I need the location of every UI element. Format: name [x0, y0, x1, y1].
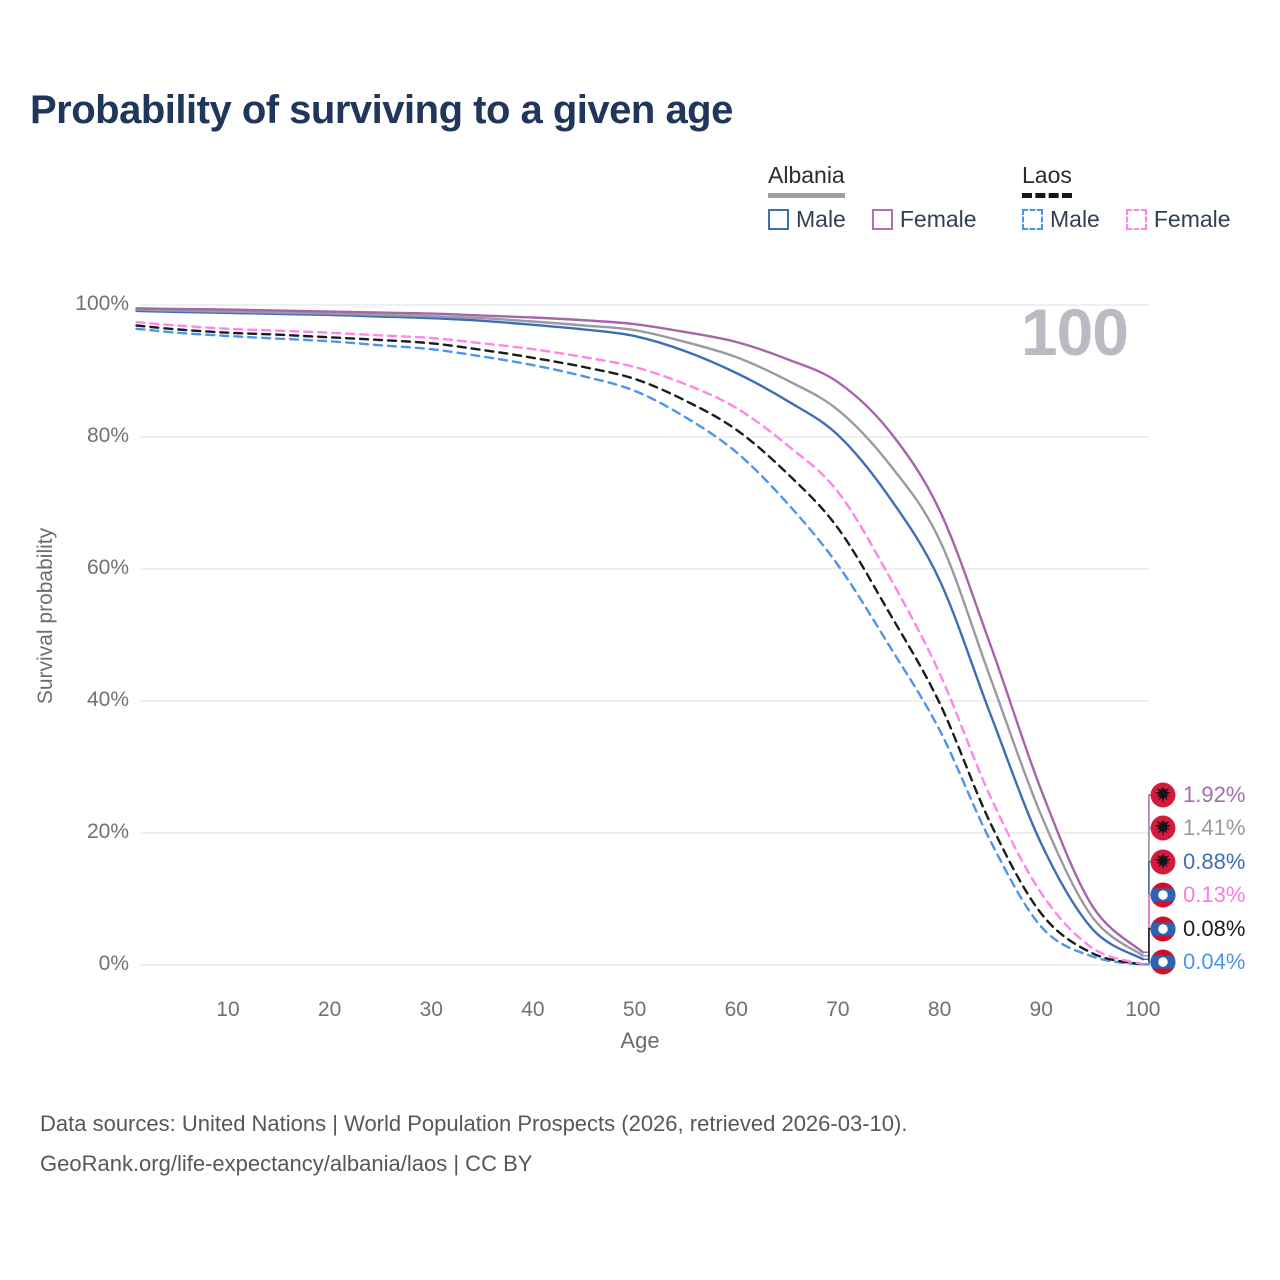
laos-flag-icon	[1150, 882, 1176, 908]
x-tick-20: 20	[317, 998, 342, 1021]
legend-item-laos-female[interactable]: Female	[1125, 206, 1231, 233]
albania-flag-icon	[1150, 782, 1176, 808]
legend-item-albania-male[interactable]: Male	[768, 206, 846, 233]
end-label-value: 0.13%	[1183, 882, 1246, 908]
legend-items-laos: Male Female	[1022, 206, 1231, 233]
end-label-value: 1.41%	[1183, 815, 1246, 841]
end-label-value: 0.04%	[1183, 949, 1246, 974]
laos-flag-icon	[1150, 949, 1176, 975]
x-tick-60: 60	[724, 998, 748, 1021]
albania-flag-icon	[1150, 849, 1176, 875]
curve-albania-female[interactable]	[135, 307, 1145, 954]
legend-label: Female	[1153, 206, 1231, 232]
legend-country-albania[interactable]: Albania	[768, 162, 845, 198]
laos-male-swatch	[1022, 209, 1043, 230]
curve-laos-female[interactable]	[135, 321, 1145, 966]
laos-flag-icon	[1150, 916, 1176, 942]
y-tick-0%: 0%	[98, 952, 129, 975]
end-label-albania: 1.41%	[1150, 814, 1245, 842]
end-label-laos-male: 0.04%	[1150, 948, 1245, 976]
data-sources-line2: GeoRank.org/life-expectancy/albania/laos…	[40, 1151, 533, 1177]
legend-group-albania: Albania Male Female	[768, 162, 977, 233]
curve-laos[interactable]	[135, 324, 1145, 966]
legend-label: Male	[1050, 206, 1100, 232]
end-label-laos: 0.08%	[1150, 915, 1245, 943]
x-tick-90: 90	[1029, 998, 1053, 1021]
curve-albania-male[interactable]	[135, 309, 1145, 961]
curve-albania[interactable]	[135, 308, 1145, 957]
x-tick-10: 10	[216, 998, 240, 1021]
y-tick-20%: 20%	[86, 820, 129, 843]
y-tick-80%: 80%	[86, 424, 129, 447]
legend-label: Male	[796, 206, 846, 232]
x-tick-50: 50	[622, 998, 647, 1021]
end-label-albania-female: 1.92%	[1150, 781, 1245, 809]
y-tick-40%: 40%	[86, 688, 129, 711]
x-tick-70: 70	[826, 998, 850, 1021]
legend-item-albania-female[interactable]: Female	[871, 206, 977, 233]
y-tick-60%: 60%	[86, 556, 129, 579]
y-tick-100%: 100%	[75, 292, 129, 315]
end-label-value: 0.08%	[1183, 915, 1246, 941]
x-axis-title: Age	[620, 1028, 660, 1053]
x-tick-100: 100	[1125, 998, 1161, 1021]
chart-title: Probability of surviving to a given age	[30, 88, 733, 132]
data-sources: Data sources: United Nations | World Pop…	[40, 1104, 907, 1184]
end-label-laos-female: 0.13%	[1150, 881, 1245, 909]
data-sources-line1: Data sources: United Nations | World Pop…	[40, 1111, 908, 1136]
albania-male-swatch	[768, 209, 789, 230]
x-tick-80: 80	[927, 998, 952, 1021]
laos-female-swatch	[1125, 209, 1147, 230]
y-axis-title: Survival probability	[34, 527, 57, 705]
x-tick-30: 30	[419, 998, 443, 1021]
x-tick-40: 40	[521, 998, 545, 1021]
end-label-value: 0.88%	[1183, 848, 1246, 874]
albania-female-swatch	[871, 209, 893, 230]
albania-flag-icon	[1150, 815, 1176, 841]
curve-laos-male[interactable]	[135, 327, 1145, 966]
legend-country-laos[interactable]: Laos	[1022, 162, 1072, 198]
legend-items-albania: Male Female	[768, 206, 977, 233]
legend-label: Female	[899, 206, 977, 232]
end-label-albania-male: 0.88%	[1150, 848, 1245, 876]
legend-item-laos-male[interactable]: Male	[1022, 206, 1100, 233]
age-watermark: 100	[1020, 295, 1129, 369]
legend-group-laos: Laos Male Female	[1022, 162, 1231, 233]
end-label-value: 1.92%	[1183, 782, 1246, 807]
